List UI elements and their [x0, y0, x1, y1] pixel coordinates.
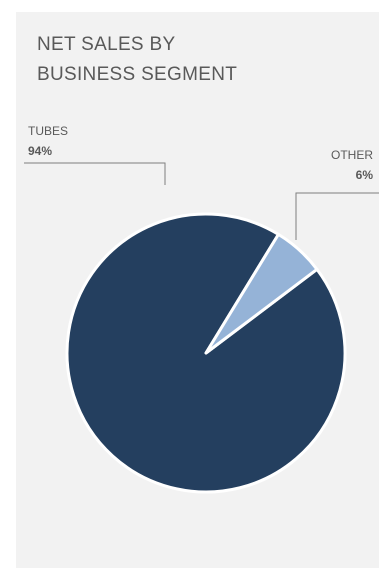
chart-title-line-2: BUSINESS SEGMENT: [37, 64, 238, 85]
chart-title-line-1: NET SALES BY: [37, 34, 176, 55]
slice-label-tubes: TUBES: [28, 124, 68, 138]
leader-line-other: [295, 192, 379, 240]
slice-value-other: 6%: [356, 168, 374, 182]
slice-label-other: OTHER: [331, 148, 373, 162]
chart-title: NET SALES BY BUSINESS SEGMENT: [37, 30, 337, 90]
pie-slices: [65, 212, 347, 494]
pie-slice-other: [204, 232, 319, 355]
leader-line-tubes: [24, 162, 166, 185]
slice-value-tubes: 94%: [28, 144, 52, 158]
